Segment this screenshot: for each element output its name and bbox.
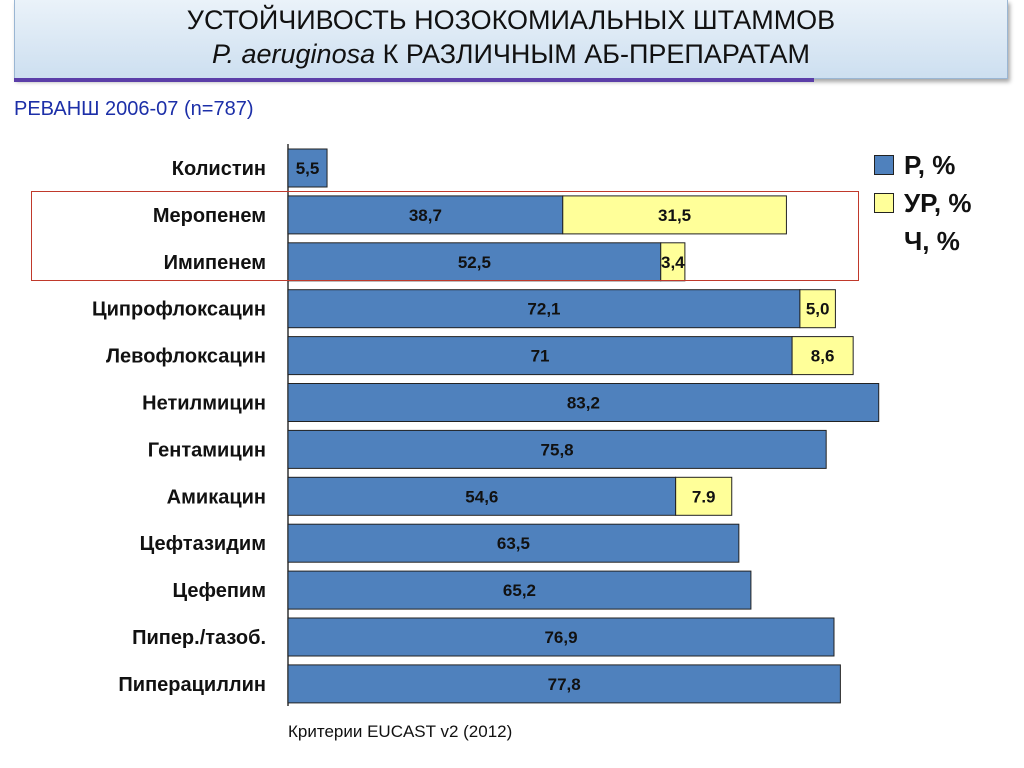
bar-resistant (287, 289, 801, 329)
category-label: Нетилмицин (142, 393, 266, 415)
data-label-resistant: 72,1 (527, 300, 560, 319)
bar-resistant (287, 383, 880, 422)
legend-swatch-intermediate (874, 193, 894, 213)
data-label-resistant: 76,9 (544, 628, 577, 647)
data-label-resistant: 38,7 (409, 206, 442, 225)
category-label: Гентамицин (148, 439, 266, 461)
title-rest: К РАЗЛИЧНЫМ АБ-ПРЕПАРАТАМ (375, 39, 811, 69)
data-label-resistant: 54,6 (465, 487, 498, 506)
data-label-intermediate: 7.9 (692, 487, 716, 506)
data-label-resistant: 75,8 (541, 440, 574, 459)
legend-label-resistant: Р, % (904, 150, 956, 180)
bar-intermediate (675, 476, 733, 516)
legend-item-intermediate: УР, % (874, 184, 972, 222)
bar-intermediate (791, 336, 854, 376)
title-box: УСТОЙЧИВОСТЬ НОЗОКОМИАЛЬНЫХ ШТАММОВ P. a… (14, 0, 1008, 79)
category-label: Ципрофлоксацин (92, 299, 266, 321)
data-label-intermediate: 3,4 (661, 253, 685, 272)
data-label-resistant: 83,2 (567, 394, 600, 413)
bar-resistant (287, 664, 841, 704)
data-label-resistant: 77,8 (548, 675, 581, 694)
bar-resistant (287, 148, 328, 188)
category-label: Колистин (172, 158, 266, 180)
data-label-resistant: 5,5 (296, 159, 320, 178)
category-label: Левофлоксацин (106, 346, 266, 368)
accent-divider (14, 78, 814, 82)
species-name: P. aeruginosa (211, 39, 376, 69)
bar-resistant (287, 523, 740, 563)
subtitle: РЕВАНШ 2006-07 (n=787) (14, 98, 254, 120)
page-title: УСТОЙЧИВОСТЬ НОЗОКОМИАЛЬНЫХ ШТАММОВ (186, 5, 836, 35)
bar-resistant (287, 242, 662, 282)
bar-intermediate (799, 289, 836, 329)
category-label: Меропенем (153, 205, 266, 227)
data-label-intermediate: 31,5 (658, 206, 691, 225)
legend: Р, % УР, % Ч, % (874, 146, 972, 260)
category-label: Имипенем (164, 252, 266, 274)
data-label-intermediate: 5,0 (806, 300, 830, 319)
category-label: Цефтазидим (140, 533, 266, 555)
bar-resistant (287, 617, 835, 657)
category-label: Цефепим (172, 580, 266, 602)
legend-label-susceptible: Ч, % (904, 226, 960, 256)
bar-resistant (287, 429, 827, 469)
category-label: Амикацин (167, 486, 266, 508)
category-label: Пиперациллин (118, 674, 266, 696)
data-label-resistant: 52,5 (458, 253, 491, 272)
legend-label-intermediate: УР, % (904, 188, 972, 218)
legend-item-resistant: Р, % (874, 146, 972, 184)
data-label-intermediate: 8,6 (811, 347, 835, 366)
data-label-resistant: 63,5 (497, 534, 530, 553)
category-label: Пипер./тазоб. (132, 627, 266, 649)
bar-resistant (287, 195, 564, 235)
bar-resistant (287, 570, 752, 610)
legend-item-susceptible: Ч, % (874, 222, 972, 260)
data-label-resistant: 65,2 (503, 581, 536, 600)
data-label-resistant: 71 (531, 347, 550, 366)
page-title-line2: P. aeruginosa К РАЗЛИЧНЫМ АБ-ПРЕПАРАТАМ (15, 38, 1007, 70)
bar-resistant (287, 476, 677, 516)
bar-resistant (287, 336, 793, 376)
carbapenem-highlight-box (31, 191, 859, 281)
legend-swatch-resistant (874, 155, 894, 175)
footnote: Критерии EUCAST v2 (2012) (288, 722, 513, 741)
bar-intermediate (562, 195, 787, 235)
